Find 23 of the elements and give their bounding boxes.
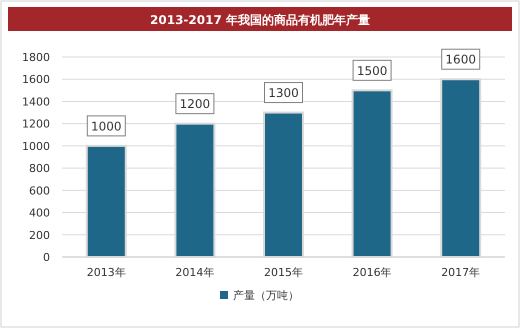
y-tick-label: 1600 [22,73,50,86]
chart-title: 2013-2017 年我国的商品有机肥年产量 [150,13,370,27]
data-label: 1200 [180,97,210,112]
x-tick-label: 2016年 [352,266,392,279]
x-tick-label: 2015年 [264,266,303,279]
y-tick-label: 1800 [22,51,50,64]
y-tick-label: 0 [43,251,50,264]
x-tick-label: 2017年 [441,266,480,279]
y-tick-label: 1000 [22,140,50,153]
data-label: 1000 [91,119,122,134]
y-tick-label: 1200 [22,118,50,131]
y-tick-label: 200 [29,228,50,242]
data-label: 1300 [268,86,299,100]
title-banner: 2013-2017 年我国的商品有机肥年产量 [8,7,512,31]
y-tick-label: 1400 [22,95,50,108]
data-label: 1500 [356,64,388,78]
data-label: 1600 [445,52,476,67]
x-tick-label: 2014年 [175,266,214,279]
legend-label: 产量（万吨） [233,289,299,302]
x-tick-label: 2013年 [86,266,126,279]
y-tick-label: 800 [29,162,50,176]
y-tick-label: 400 [29,206,50,220]
y-tick-label: 600 [29,184,50,198]
